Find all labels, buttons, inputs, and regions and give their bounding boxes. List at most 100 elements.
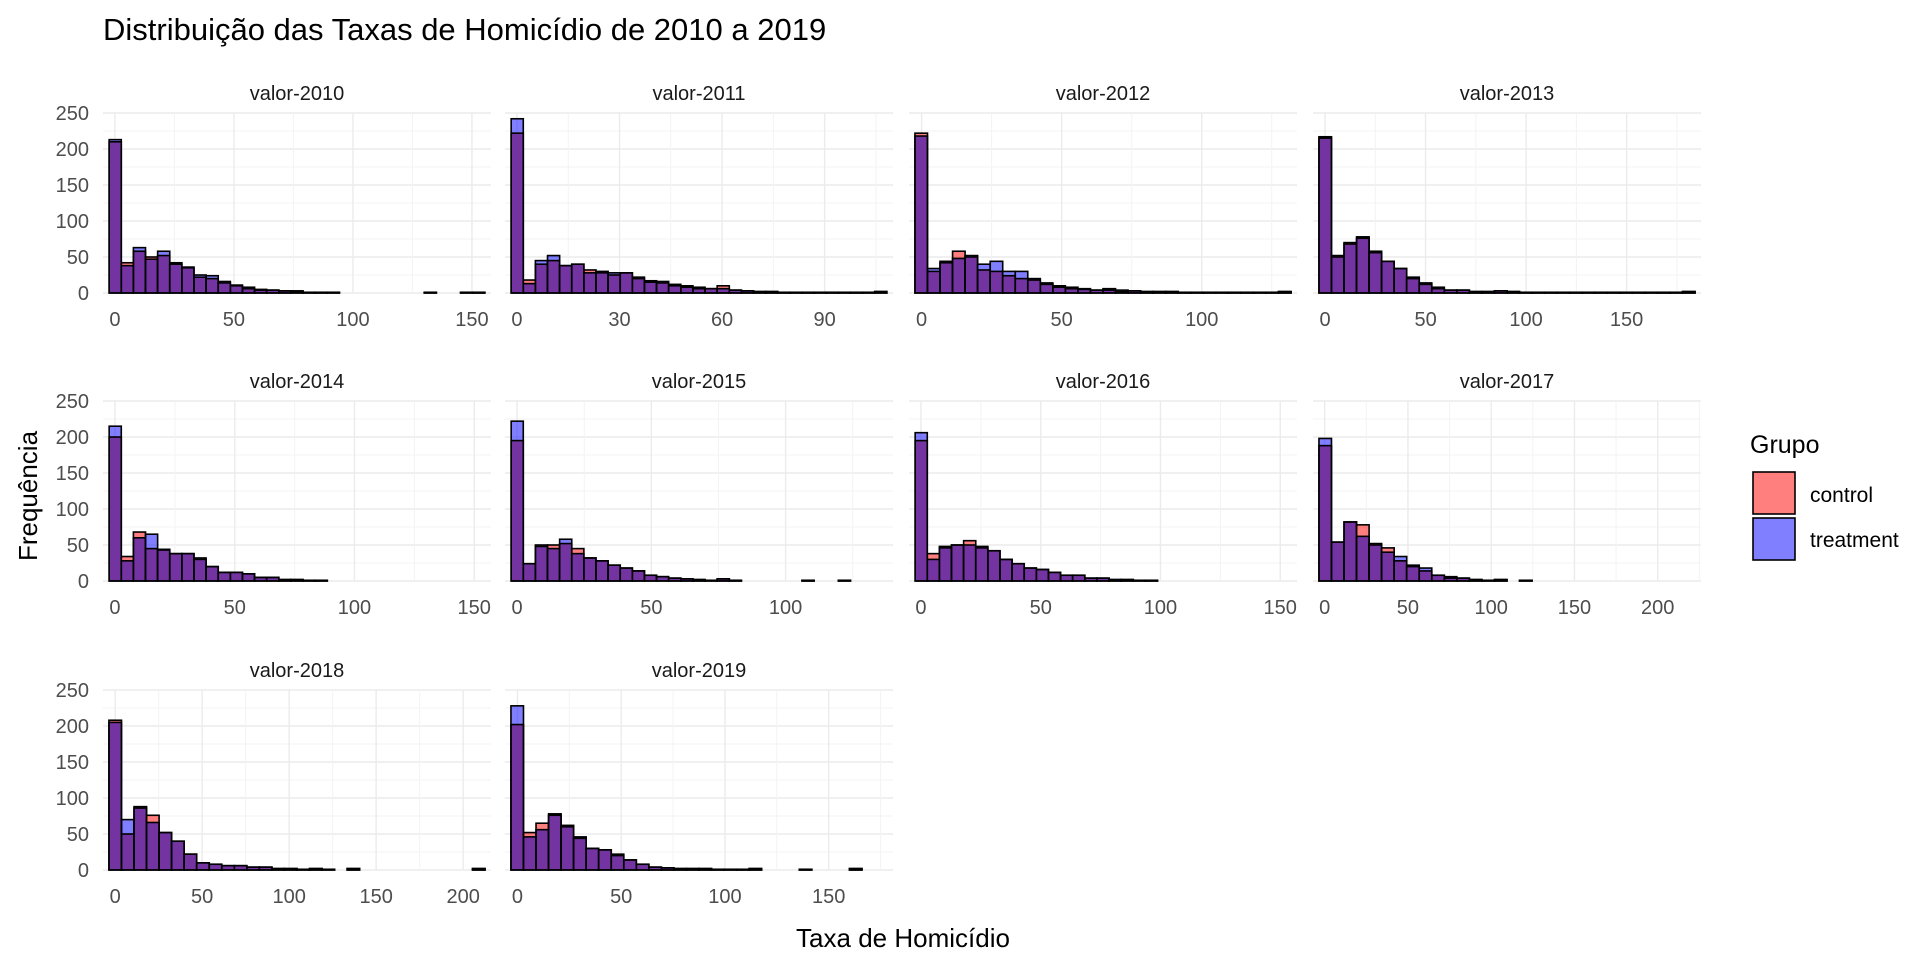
bar-overlap bbox=[977, 269, 991, 293]
x-tick-label: 0 bbox=[1319, 597, 1330, 619]
bar-outline-treatment bbox=[798, 868, 813, 871]
bar-outline-treatment bbox=[1481, 290, 1496, 294]
bar-overlap bbox=[266, 290, 279, 293]
bar-overlap bbox=[193, 559, 207, 581]
bar-overlap bbox=[109, 437, 122, 581]
bar-outline-treatment bbox=[290, 578, 304, 582]
x-tick-label: 0 bbox=[1319, 309, 1330, 331]
bar-overlap bbox=[1318, 445, 1332, 581]
y-tick-label: 150 bbox=[56, 175, 89, 197]
facet-panel-valor-2018: valor-2018 0 50 100 150 200 250 0 50 100 150 200 bbox=[56, 660, 491, 908]
bar-control bbox=[914, 133, 928, 137]
bar-outline-treatment bbox=[728, 579, 743, 582]
bar-overlap bbox=[157, 550, 170, 581]
bar-overlap bbox=[1065, 288, 1078, 293]
bar-overlap bbox=[535, 264, 548, 293]
bar-treatment bbox=[927, 268, 941, 272]
bar-overlap bbox=[1369, 252, 1382, 293]
y-tick-label: 100 bbox=[56, 499, 89, 521]
bar-overlap bbox=[927, 559, 940, 581]
bar-outline-treatment bbox=[1277, 290, 1292, 294]
bar-overlap bbox=[1331, 542, 1345, 581]
bar-overlap bbox=[975, 547, 988, 581]
bar-overlap bbox=[511, 133, 524, 293]
bar-overlap bbox=[1444, 290, 1457, 293]
bar-outline-treatment bbox=[1644, 291, 1659, 294]
bar-overlap bbox=[547, 260, 560, 293]
facet-panel-valor-2012: valor-2012 0 50 100 bbox=[909, 83, 1297, 331]
bar-overlap bbox=[242, 573, 255, 581]
bar-overlap bbox=[680, 287, 693, 293]
bar-outline-treatment bbox=[789, 291, 803, 294]
bar-overlap bbox=[523, 283, 536, 293]
bar-control bbox=[583, 269, 596, 273]
facet-strip-label: valor-2017 bbox=[1460, 371, 1555, 393]
bar-treatment bbox=[1394, 556, 1407, 561]
y-tick-label: 200 bbox=[56, 427, 89, 449]
legend-swatch-control bbox=[1752, 471, 1796, 515]
bar-overlap bbox=[535, 546, 548, 581]
bar-overlap bbox=[608, 565, 621, 581]
x-tick-label: 200 bbox=[446, 886, 479, 908]
bar-overlap bbox=[586, 848, 599, 870]
x-tick-label: 50 bbox=[1051, 309, 1073, 331]
bar-overlap bbox=[246, 867, 260, 870]
bar-outline-treatment bbox=[1265, 291, 1280, 294]
bar-overlap bbox=[266, 577, 279, 581]
bar-overlap bbox=[717, 578, 730, 581]
bar-overlap bbox=[990, 271, 1003, 293]
x-tick-label: 150 bbox=[359, 886, 392, 908]
bar-outline-treatment bbox=[302, 291, 316, 294]
facet-strip-label: valor-2019 bbox=[652, 660, 747, 682]
bar-outline-treatment bbox=[423, 291, 438, 294]
bar-overlap bbox=[184, 854, 197, 870]
bar-outline-treatment bbox=[1669, 291, 1684, 294]
bar-overlap bbox=[133, 251, 146, 293]
bar-treatment bbox=[121, 819, 135, 834]
bar-outline-treatment bbox=[308, 867, 323, 871]
bar-outline-treatment bbox=[813, 291, 828, 294]
bar-control bbox=[145, 257, 158, 260]
x-tick-label: 0 bbox=[109, 309, 120, 331]
x-tick-label: 50 bbox=[1030, 597, 1052, 619]
x-tick-label: 50 bbox=[640, 597, 662, 619]
facet-panel-valor-2019: valor-2019 0 50 100 150 bbox=[505, 660, 893, 908]
bar-outline-treatment bbox=[1189, 291, 1205, 294]
bar-outline-treatment bbox=[914, 431, 929, 582]
bar-outline-treatment bbox=[283, 867, 298, 871]
bar-outline-treatment bbox=[723, 868, 738, 871]
bar-control bbox=[523, 280, 536, 284]
x-tick-label: 100 bbox=[1474, 597, 1507, 619]
bar-overlap bbox=[1096, 578, 1110, 581]
bar-treatment bbox=[547, 255, 560, 261]
bar-outline-treatment bbox=[278, 578, 292, 582]
bar-outline-treatment bbox=[510, 420, 525, 582]
bar-overlap bbox=[1084, 578, 1097, 581]
y-tick-label: 150 bbox=[56, 752, 89, 774]
bar-overlap bbox=[218, 282, 231, 293]
bar-treatment bbox=[559, 539, 572, 544]
y-tick-label: 150 bbox=[56, 463, 89, 485]
bar-treatment bbox=[608, 272, 621, 275]
bar-treatment bbox=[157, 251, 170, 256]
bar-outline-treatment bbox=[837, 291, 852, 294]
bar-treatment bbox=[193, 275, 207, 278]
bar-control bbox=[1381, 547, 1395, 553]
x-tick-label: 50 bbox=[1414, 309, 1436, 331]
bar-outline-treatment bbox=[1215, 291, 1230, 294]
bar-overlap bbox=[278, 290, 291, 293]
x-tick-label: 150 bbox=[812, 886, 845, 908]
bar-overlap bbox=[939, 547, 952, 581]
y-tick-label: 50 bbox=[67, 247, 89, 269]
bar-outline-treatment bbox=[1681, 290, 1696, 294]
bar-overlap bbox=[583, 272, 596, 293]
bar-overlap bbox=[644, 575, 657, 581]
bar-overlap bbox=[511, 440, 524, 581]
x-tick-label: 60 bbox=[711, 309, 733, 331]
bar-overlap bbox=[169, 553, 182, 581]
bar-overlap bbox=[595, 272, 609, 293]
x-tick-label: 100 bbox=[1144, 597, 1177, 619]
bar-outline-treatment bbox=[748, 867, 763, 871]
bar-treatment bbox=[133, 247, 146, 252]
